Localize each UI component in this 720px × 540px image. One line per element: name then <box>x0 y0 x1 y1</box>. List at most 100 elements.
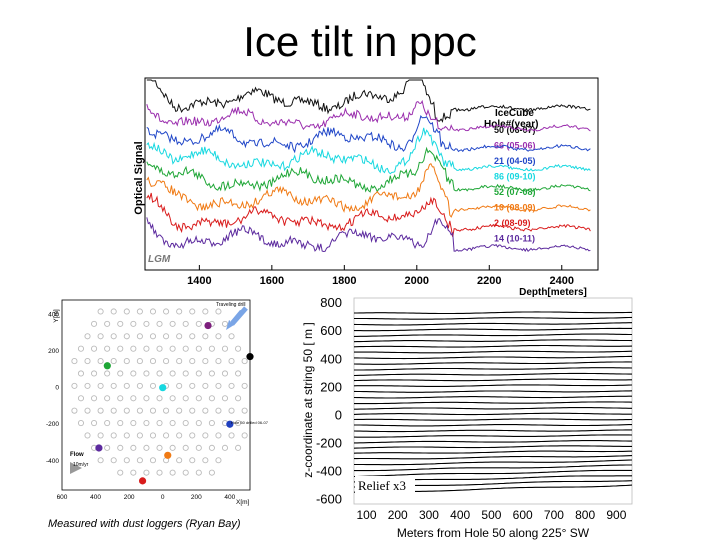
string-marker <box>123 308 130 315</box>
string-marker <box>77 395 85 402</box>
relief-annotation: Relief x3 <box>358 478 406 493</box>
layer-line <box>353 344 633 348</box>
string-marker <box>208 444 215 451</box>
highlighted-string <box>103 362 111 370</box>
string-marker <box>169 345 176 352</box>
optical-signal-chart: Optical Signal 1400 1600 1800 2000 2200 2400De… <box>133 77 599 298</box>
flow-sublabel: 10m/yr <box>73 462 89 468</box>
string-marker <box>130 395 137 402</box>
string-marker <box>143 444 150 451</box>
layer-line <box>353 395 632 399</box>
string-marker <box>130 469 137 476</box>
string-marker <box>123 358 130 365</box>
string-marker <box>156 320 163 327</box>
layer-line <box>353 418 633 421</box>
tilt-x-tick-label: 700 <box>544 508 564 522</box>
string-marker <box>235 395 242 402</box>
string-marker <box>195 444 202 451</box>
plot-frame <box>144 77 599 271</box>
string-marker <box>169 320 176 327</box>
string-marker <box>91 420 98 427</box>
map-y-axis-label: Y[m] <box>53 309 60 323</box>
string-marker <box>221 345 229 352</box>
string-marker <box>208 395 215 402</box>
string-marker <box>221 395 229 402</box>
string-marker <box>189 457 196 464</box>
string-marker <box>156 370 163 377</box>
string-marker <box>202 457 209 464</box>
layer-line <box>354 459 633 466</box>
x-axis-label: Depth[meters] <box>519 287 587 298</box>
string-marker <box>195 420 202 427</box>
string-marker <box>97 308 104 315</box>
string-marker <box>71 382 78 389</box>
highlighted-string <box>204 321 212 330</box>
string-marker <box>182 320 189 327</box>
map-x-tick-label: 600 <box>57 494 68 501</box>
string-marker <box>241 432 248 439</box>
string-marker <box>123 382 130 389</box>
string-marker <box>215 457 222 464</box>
string-marker <box>117 420 124 427</box>
string-marker <box>235 345 242 352</box>
string-marker <box>117 444 124 451</box>
string-marker <box>176 333 183 340</box>
string-marker <box>235 370 242 377</box>
layer-line <box>354 327 632 332</box>
string-marker <box>123 457 130 464</box>
string-marker <box>130 345 137 352</box>
string-marker <box>149 308 157 315</box>
map-y-tick-label: -400 <box>46 458 59 465</box>
string-marker <box>91 320 98 327</box>
tilt-x-axis-label: Meters from Hole 50 along 225° SW <box>397 526 590 540</box>
string-marker <box>176 407 183 414</box>
string-marker <box>195 370 202 377</box>
string-marker <box>215 358 222 365</box>
string-marker <box>143 345 150 352</box>
layer-line <box>354 469 632 478</box>
string-marker <box>176 432 183 439</box>
string-marker <box>169 469 176 476</box>
string-marker <box>163 432 170 439</box>
string-marker <box>163 407 170 414</box>
string-marker <box>136 432 143 439</box>
trace-hole-10 <box>146 162 591 218</box>
string-marker <box>104 345 111 352</box>
layer-line <box>353 339 633 343</box>
string-marker <box>136 358 143 365</box>
string-marker <box>143 420 150 427</box>
highlighted-string <box>246 353 254 361</box>
string-marker <box>156 395 163 402</box>
string-marker <box>143 395 150 402</box>
string-marker <box>117 320 124 327</box>
string-marker <box>97 382 104 389</box>
string-marker <box>136 333 143 340</box>
caption: Measured with dust loggers (Ryan Bay) <box>48 518 241 530</box>
string-marker <box>156 469 163 476</box>
drill-arrow-label: Traveling drill <box>216 302 246 308</box>
string-marker <box>104 370 111 377</box>
map-x-tick-label: 400 <box>224 494 235 501</box>
string-marker <box>215 308 222 315</box>
layer-line <box>354 407 632 410</box>
string-marker <box>228 333 235 340</box>
string-marker <box>189 432 196 439</box>
string-marker <box>97 333 104 340</box>
layer-line <box>354 355 632 360</box>
string-marker <box>77 370 85 377</box>
string-marker <box>71 358 78 365</box>
string-marker <box>241 358 248 365</box>
string-marker <box>189 308 196 315</box>
string-marker <box>110 308 117 315</box>
string-marker <box>104 320 111 327</box>
string-marker <box>163 308 170 315</box>
x-tick-label: 1600 <box>260 275 284 287</box>
highlighted-string <box>164 451 172 459</box>
tilt-y-tick-label: 800 <box>320 295 342 310</box>
string-marker <box>221 320 229 327</box>
string-marker <box>208 370 215 377</box>
string-marker <box>176 382 183 389</box>
trace-hole-50 <box>146 79 591 123</box>
layer-line <box>354 424 632 427</box>
map-y-tick-label: 200 <box>48 348 59 355</box>
